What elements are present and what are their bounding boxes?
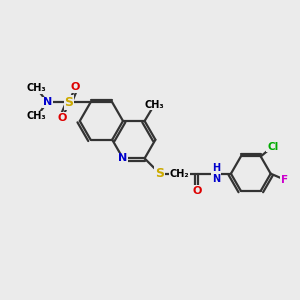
Text: O: O: [193, 186, 202, 196]
Text: CH₃: CH₃: [145, 100, 164, 110]
Text: S: S: [155, 167, 164, 180]
Text: CH₃: CH₃: [27, 83, 46, 93]
Text: N: N: [43, 97, 52, 107]
Text: S: S: [64, 96, 74, 109]
Text: Cl: Cl: [267, 142, 278, 152]
Text: F: F: [281, 175, 288, 184]
Text: O: O: [58, 113, 67, 123]
Text: O: O: [71, 82, 80, 92]
Text: H
N: H N: [212, 163, 220, 184]
Text: CH₃: CH₃: [27, 111, 46, 121]
Text: CH₂: CH₂: [169, 169, 189, 179]
Text: N: N: [118, 153, 127, 164]
